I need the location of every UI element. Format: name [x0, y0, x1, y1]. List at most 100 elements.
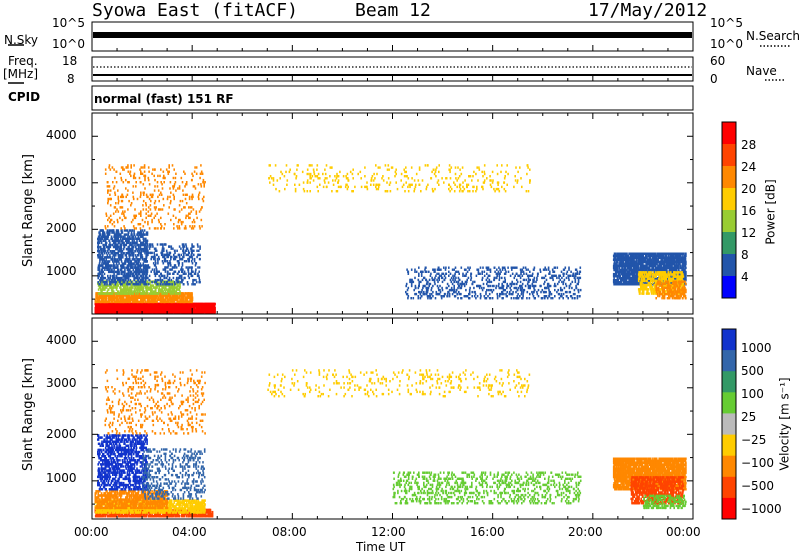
power-cell-3 — [99, 254, 102, 257]
power-cell-6 — [284, 187, 286, 191]
power-cell-5 — [173, 223, 175, 226]
power-cell-5 — [151, 195, 154, 199]
power-cell-6 — [387, 177, 390, 180]
power-cell-4 — [170, 247, 173, 250]
power-cell-7 — [407, 270, 410, 273]
vel-cb-tick-1000: 1000 — [741, 341, 772, 355]
power-cell-5 — [191, 178, 193, 182]
power-cell-3 — [122, 247, 125, 251]
power-cell-6 — [372, 179, 375, 182]
power-cell-6 — [294, 172, 296, 176]
power-cell-6 — [450, 187, 453, 191]
power-cell-4 — [186, 247, 189, 250]
power-cell-0 — [114, 304, 116, 308]
power-cell-6 — [384, 164, 387, 167]
power-cell-3 — [108, 247, 110, 251]
power-cell-5 — [127, 189, 129, 192]
power-cell-5 — [115, 181, 118, 184]
power-cell-3 — [123, 241, 125, 245]
power-cell-4 — [188, 266, 191, 269]
power-cell-7 — [453, 288, 455, 292]
power-cell-3 — [112, 229, 115, 232]
power-cell-3 — [124, 260, 127, 263]
power-cell-7 — [434, 297, 437, 300]
power-cell-5 — [133, 172, 136, 175]
power-cell-6 — [323, 179, 326, 182]
power-cell-5 — [119, 172, 122, 175]
power-cell-3 — [99, 233, 102, 236]
power-cell-3 — [134, 235, 137, 238]
power-cell-5 — [107, 181, 109, 184]
power-cell-0 — [114, 302, 117, 306]
power-cell-3 — [121, 231, 124, 234]
power-cell-1 — [145, 300, 147, 304]
power-cell-7 — [448, 266, 450, 269]
power-cell-5 — [193, 225, 196, 228]
power-cell-5 — [178, 185, 181, 188]
power-cell-3 — [120, 247, 122, 251]
power-cell-5 — [160, 208, 162, 211]
power-cell-5 — [154, 178, 156, 182]
power-cell-6 — [382, 179, 385, 182]
power-cell-3 — [112, 260, 114, 263]
power-cell-1 — [114, 298, 116, 301]
power-cell-6 — [413, 179, 416, 182]
power-cell-6 — [306, 179, 309, 182]
power-cell-5 — [172, 193, 175, 196]
power-cell-0 — [183, 306, 186, 310]
power-cell-6 — [435, 175, 437, 178]
power-cell-5 — [147, 195, 149, 199]
power-cell-7 — [407, 295, 410, 298]
power-cell-5 — [180, 208, 183, 211]
power-cell-5 — [140, 210, 142, 213]
power-cell-3 — [109, 241, 111, 245]
power-cell-5 — [115, 202, 117, 205]
power-cell-6 — [340, 185, 342, 189]
power-cell-4 — [158, 274, 160, 278]
power-cell-7 — [451, 282, 454, 286]
power-cell-5 — [198, 225, 201, 228]
power-cell-5 — [110, 218, 113, 222]
power-cell-6 — [506, 183, 508, 186]
power-cell-6 — [453, 181, 455, 184]
power-cell-6 — [456, 185, 458, 189]
power-cell-4 — [153, 270, 156, 273]
power-cell-7 — [439, 290, 442, 294]
power-cell-6 — [366, 185, 368, 189]
power-cell-7 — [432, 284, 434, 288]
power-cell-6 — [313, 170, 315, 174]
power-cell-1 — [166, 296, 169, 299]
power-cell-4 — [198, 270, 200, 273]
power-cell-6 — [319, 177, 321, 180]
power-cell-4 — [178, 264, 180, 267]
power-cell-0 — [112, 308, 114, 312]
power-cell-0 — [150, 311, 153, 314]
power-cell-1 — [177, 298, 179, 301]
power-cell-1 — [129, 300, 132, 304]
power-cell-5 — [142, 199, 145, 203]
power-cell-5 — [109, 214, 112, 217]
power-cell-4 — [154, 257, 156, 261]
power-cb-tick-16: 16 — [741, 204, 757, 218]
power-cell-4 — [155, 268, 158, 271]
power-cell-5 — [155, 206, 157, 209]
power-cell-4 — [144, 257, 147, 261]
power-cell-5 — [161, 187, 164, 190]
power-cell-5 — [173, 227, 175, 230]
power-cell-7 — [415, 292, 418, 296]
power-cell-4 — [188, 251, 190, 255]
power-cell-4 — [174, 249, 176, 252]
power-cell-3 — [97, 276, 99, 280]
power-cell-4 — [197, 266, 199, 269]
power-cell-4 — [147, 251, 150, 255]
power-cell-1 — [105, 298, 108, 301]
power-cell-5 — [133, 227, 136, 230]
power-cell-4 — [156, 272, 158, 275]
power-cell-5 — [127, 164, 129, 167]
power-cell-4 — [185, 272, 187, 275]
power-cell-5 — [108, 164, 111, 167]
power-cell-4 — [177, 278, 179, 282]
power-cell-5 — [155, 227, 157, 230]
power-cell-5 — [124, 227, 126, 230]
power-cell-1 — [142, 300, 145, 304]
